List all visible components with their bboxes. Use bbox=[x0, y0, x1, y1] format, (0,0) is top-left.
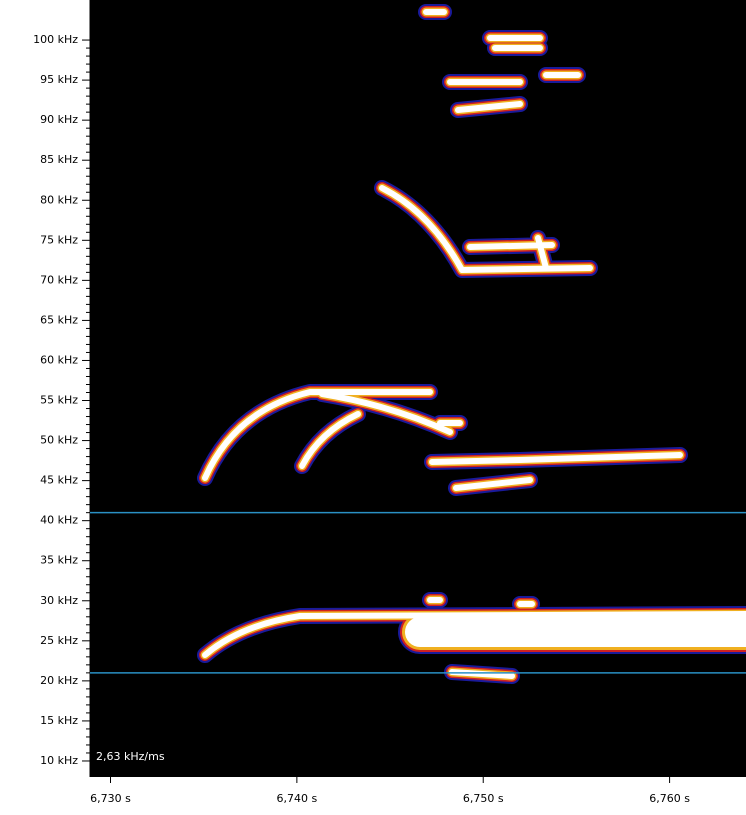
y-tick-label: 40 kHz bbox=[40, 514, 78, 527]
y-tick-label: 75 kHz bbox=[40, 233, 78, 246]
y-tick-label: 95 kHz bbox=[40, 73, 78, 86]
x-tick-label: 6,750 s bbox=[463, 792, 504, 805]
y-tick-label: 65 kHz bbox=[40, 313, 78, 326]
y-tick-label: 45 kHz bbox=[40, 474, 78, 487]
x-tick-label: 6,740 s bbox=[277, 792, 318, 805]
y-tick-label: 20 kHz bbox=[40, 674, 78, 687]
y-tick-label: 30 kHz bbox=[40, 594, 78, 607]
y-tick-label: 90 kHz bbox=[40, 113, 78, 126]
y-tick-label: 15 kHz bbox=[40, 714, 78, 727]
y-tick-label: 25 kHz bbox=[40, 634, 78, 647]
y-tick-label: 35 kHz bbox=[40, 554, 78, 567]
resolution-label: 2,63 kHz/ms bbox=[96, 750, 165, 763]
y-tick-label: 100 kHz bbox=[33, 33, 78, 46]
y-tick-label: 80 kHz bbox=[40, 193, 78, 206]
y-tick-label: 85 kHz bbox=[40, 153, 78, 166]
x-tick-label: 6,760 s bbox=[649, 792, 690, 805]
y-tick-label: 70 kHz bbox=[40, 273, 78, 286]
y-tick-label: 50 kHz bbox=[40, 434, 78, 447]
y-tick-label: 60 kHz bbox=[40, 353, 78, 366]
x-tick-label: 6,730 s bbox=[90, 792, 131, 805]
y-tick-label: 10 kHz bbox=[40, 754, 78, 767]
y-tick-label: 55 kHz bbox=[40, 394, 78, 407]
